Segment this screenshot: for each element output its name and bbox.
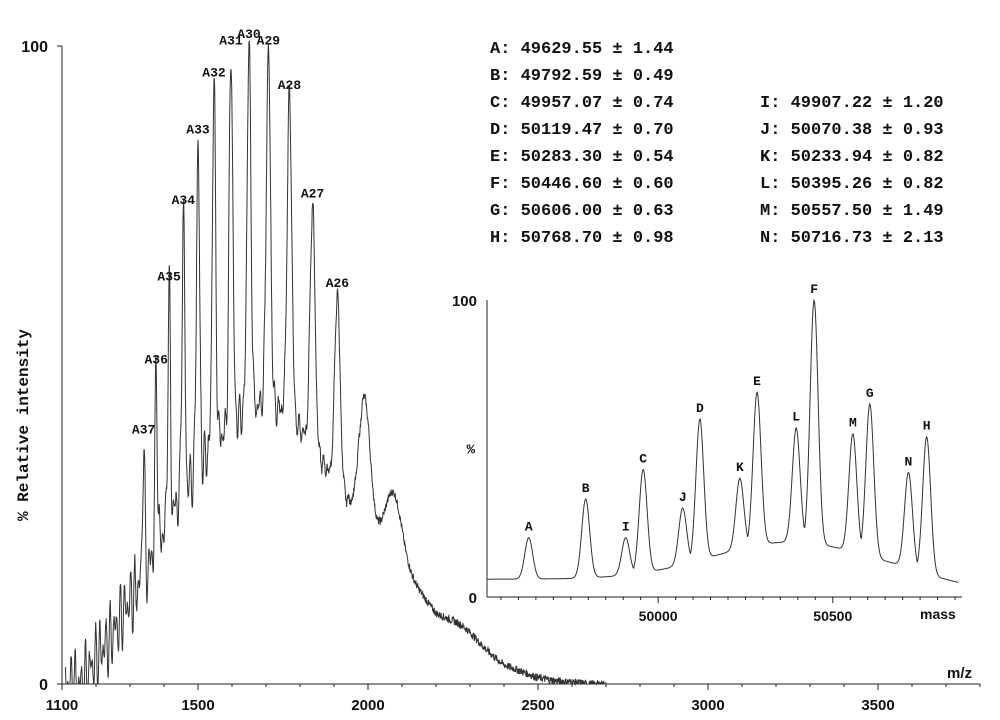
inset-peak-label: C [639,451,647,466]
main-spectrum-line [64,40,607,686]
mass-table-entry: C: 49957.07 ± 0.74 [490,94,674,113]
mass-table-entry: F: 50446.60 ± 0.60 [490,175,674,194]
main-peak-label: A27 [301,187,324,202]
inset-peak-label: H [923,419,931,434]
inset-peak-label: E [753,374,761,389]
main-y-tick-label: 0 [39,677,48,694]
mass-table-entry: J: 50070.38 ± 0.93 [760,121,944,140]
inset-peak-label: B [582,481,590,496]
main-y-axis-label: % Relative intensity [15,329,33,521]
inset-peak-label: L [792,410,800,425]
mass-table-entry: L: 50395.26 ± 0.82 [760,175,944,194]
main-x-tick-label: 2500 [521,697,554,714]
main-peak-label: A34 [172,193,196,208]
main-peak-label: A33 [186,123,210,138]
main-x-tick-label: 1500 [181,697,214,714]
main-peak-label: A26 [326,276,350,291]
main-peak-label: A31 [219,33,243,48]
main-peak-label: A35 [157,269,181,284]
inset-y-axis-label: % [467,443,476,459]
inset-peak-label: K [736,460,744,475]
main-x-tick-label: 2000 [351,697,384,714]
main-x-tick-label: 3500 [861,697,894,714]
main-peak-label: A32 [202,65,226,80]
inset-peak-label: I [622,520,630,535]
inset-x-tick-label: 50000 [639,608,678,624]
inset-x-tick-label: 50500 [813,608,852,624]
inset-deconvoluted-plot: 50000 50500 0 100 mass% A B I C J D K E L F MG N H [452,282,962,624]
inset-peak-label: J [679,490,687,505]
mass-table-entry: I: 49907.22 ± 1.20 [760,94,944,113]
mass-table-entry: A: 49629.55 ± 1.44 [490,40,674,59]
inset-peak-label: M [849,416,857,431]
main-peak-label: A28 [278,78,302,93]
inset-y-tick-label: 100 [452,293,477,310]
main-peak-label: A29 [257,33,281,48]
inset-peak-label: F [810,282,818,297]
mass-table-entry: B: 49792.59 ± 0.49 [490,67,674,86]
mass-table-entry: D: 50119.47 ± 0.70 [490,121,674,140]
inset-spectrum-line [487,298,959,583]
main-peak-label: A30 [237,27,261,42]
mass-table-entry: N: 50716.73 ± 2.13 [760,229,944,248]
mass-table-entry: H: 50768.70 ± 0.98 [490,229,674,248]
mass-table-entry: M: 50557.50 ± 1.49 [760,202,944,221]
inset-peak-label: N [905,454,913,469]
inset-peak-label: G [866,386,874,401]
mass-table: A: 49629.55 ± 1.44 B: 49792.59 ± 0.49 C: 4… [490,40,944,248]
main-x-tick-label: 1100 [46,697,79,714]
main-spectrum-plot: 1100 1500 2000 2500 3000 3500 0 100 m/z % Relativ… [15,27,981,714]
inset-x-axis-label: mass [920,606,956,622]
mass-table-entry: G: 50606.00 ± 0.63 [490,202,674,221]
mass-table-entry: K: 50233.94 ± 0.82 [760,148,944,167]
main-x-tick-label: 3000 [691,697,724,714]
inset-y-tick-label: 0 [469,590,477,607]
inset-peak-label: D [696,401,704,416]
main-peak-label: A37 [132,423,155,438]
inset-peak-label: A [525,520,533,535]
mass-table-entry: E: 50283.30 ± 0.54 [490,148,674,167]
main-peak-label: A36 [144,352,168,367]
main-x-axis-label: m/z [947,665,972,682]
main-y-tick-label: 100 [21,39,48,56]
